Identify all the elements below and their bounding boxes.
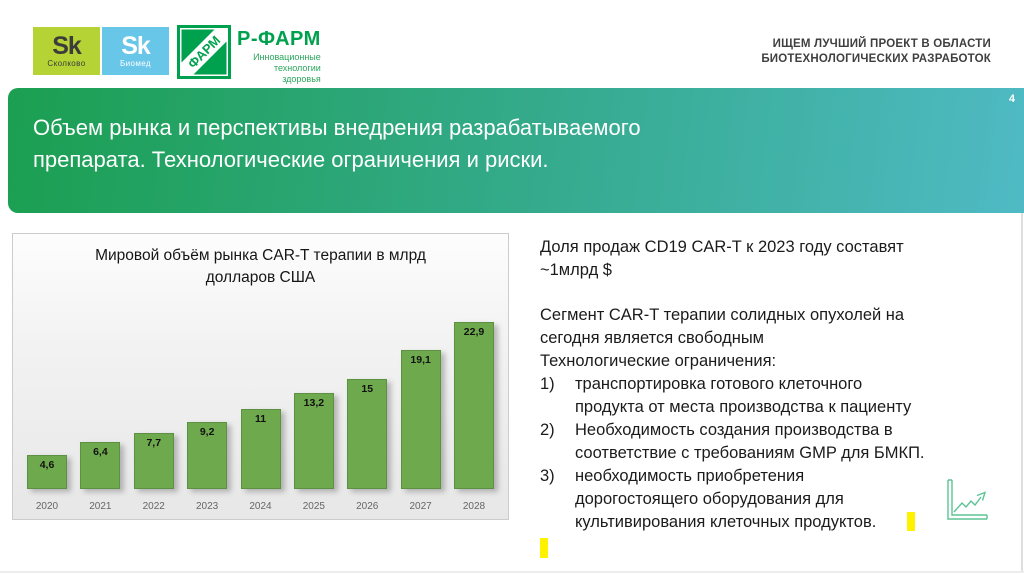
paragraph-sales-share: Доля продаж CD19 CAR-T к 2023 году соста… xyxy=(540,238,904,279)
skolkovo-logo: Sk Сколково xyxy=(33,27,100,75)
header: Sk Сколково Sk Биомед ФАРМ Р-ФАРМ Иннова… xyxy=(0,0,1024,88)
slide-right-edge xyxy=(1021,213,1023,572)
bar-2028: 22,9 xyxy=(454,322,494,489)
limitations-list: 1) транспортировка готового клеточного п… xyxy=(540,373,940,534)
header-tagline: ИЩЕМ ЛУЧШИЙ ПРОЕКТ В ОБЛАСТИ БИОТЕХНОЛОГ… xyxy=(761,38,991,65)
bar-column-2022: 7,7 xyxy=(133,433,174,489)
bar-value-label: 7,7 xyxy=(146,437,162,449)
bar-value-label: 13,2 xyxy=(303,397,325,409)
right-text-panel: Доля продаж CD19 CAR-T к 2023 году соста… xyxy=(540,236,940,534)
slide-title: Объем рынка и перспективы внедрения разр… xyxy=(33,115,641,172)
slide-bottom-edge xyxy=(0,571,1024,573)
bar-column-2027: 19,1 xyxy=(400,350,441,489)
bar-2025: 13,2 xyxy=(293,393,334,489)
bar-column-2024: 11 xyxy=(240,409,281,489)
title-band: 4 Объем рынка и перспективы внедрения ра… xyxy=(8,88,1024,213)
x-tick-label: 2022 xyxy=(142,501,165,512)
x-tick-label: 2023 xyxy=(196,501,219,512)
rpharm-logo-text: Р-ФАРМ Инновационные технологии здоровья xyxy=(237,28,321,85)
bar-value-label: 11 xyxy=(254,413,267,425)
rpharm-name: Р-ФАРМ xyxy=(237,28,321,50)
x-tick-label: 2028 xyxy=(462,501,486,512)
rpharm-logo-icon: ФАРМ xyxy=(177,25,231,79)
bar-column-2023: 9,2 xyxy=(187,422,228,489)
list-item-number: 3) xyxy=(540,467,555,485)
x-tick-label: 2026 xyxy=(356,501,379,512)
yellow-highlight-inline xyxy=(907,512,915,531)
biomed-sk-mark: Sk xyxy=(121,32,151,60)
bar-column-2028: 22,9 xyxy=(454,322,494,489)
biomed-label: Биомед xyxy=(119,59,151,68)
x-tick-label: 2025 xyxy=(302,501,325,512)
bar-2022: 7,7 xyxy=(133,433,174,489)
bar-value-label: 19,1 xyxy=(410,354,431,366)
bar-value-label: 15 xyxy=(361,383,374,395)
trend-chart-icon xyxy=(947,479,988,520)
chart-card: Мировой объём рынка CAR-T терапии в млрд… xyxy=(12,233,509,520)
x-tick-label: 2024 xyxy=(249,501,272,512)
bar-2024: 11 xyxy=(240,409,281,489)
list-item: 2) Необходимость создания производства в… xyxy=(540,419,940,465)
list-item: 1) транспортировка готового клеточного п… xyxy=(540,373,940,419)
list-item-text: Необходимость создания производства в со… xyxy=(575,421,925,462)
bar-2020: 4,6 xyxy=(27,455,67,489)
x-tick-label: 2027 xyxy=(409,501,432,512)
paragraph-segment: Сегмент CAR-T терапии солидных опухолей … xyxy=(540,306,905,370)
bar-2026: 15 xyxy=(347,379,388,489)
bar-column-2021: 6,4 xyxy=(80,442,121,489)
bar-2023: 9,2 xyxy=(187,422,228,489)
year-axis: 2020 2021 2022 2023 2024 2025 2026 2027 2028 xyxy=(27,501,494,512)
chart-title: Мировой объём рынка CAR-T терапии в млрд… xyxy=(95,247,426,286)
list-item-text: транспортировка готового клеточного прод… xyxy=(575,375,912,416)
skolkovo-label: Сколково xyxy=(47,59,86,68)
bar-column-2025: 13,2 xyxy=(293,393,334,489)
list-item: 3) необходимость приобретения дорогостоя… xyxy=(540,465,940,534)
bar-area: 4,6 6,4 7,7 9,2 11 13,2 15 19,1 22,9 xyxy=(27,306,494,489)
bar-2027: 19,1 xyxy=(400,350,441,489)
list-item-number: 1) xyxy=(540,375,555,393)
list-item-text: необходимость приобретения дорогостоящег… xyxy=(575,467,877,531)
rpharm-tagline: Инновационные технологии здоровья xyxy=(253,52,321,84)
bar-column-2020: 4,6 xyxy=(27,455,67,489)
bar-column-2026: 15 xyxy=(347,379,388,489)
skolkovo-sk-mark: Sk xyxy=(52,32,82,60)
bar-value-label: 4,6 xyxy=(39,459,55,471)
bar-2021: 6,4 xyxy=(80,442,121,489)
x-tick-label: 2021 xyxy=(89,501,112,512)
yellow-highlight-below xyxy=(540,538,548,558)
bar-value-label: 9,2 xyxy=(199,426,215,438)
bar-value-label: 6,4 xyxy=(93,446,108,458)
biomed-logo: Sk Биомед xyxy=(102,27,169,75)
page-number: 4 xyxy=(1008,93,1015,105)
bar-value-label: 22,9 xyxy=(463,326,485,338)
list-item-number: 2) xyxy=(540,421,555,439)
x-tick-label: 2020 xyxy=(35,501,59,512)
